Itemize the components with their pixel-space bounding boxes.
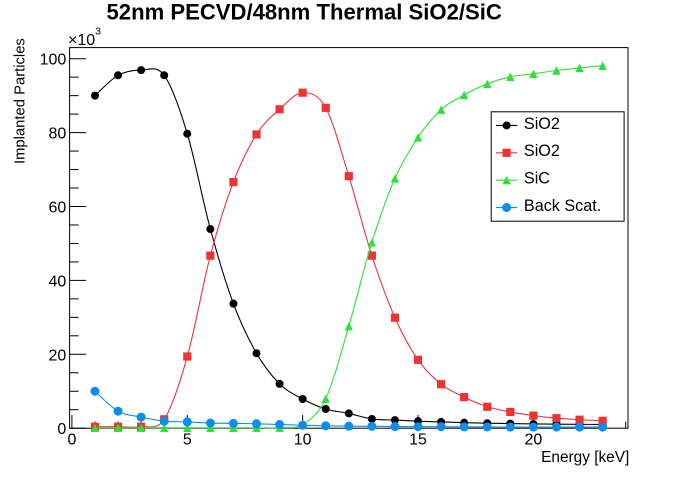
svg-text:0: 0 (67, 431, 76, 448)
svg-text:20: 20 (49, 347, 67, 364)
svg-text:Implanted Particles: Implanted Particles (12, 38, 28, 164)
svg-text:10: 10 (294, 431, 312, 448)
svg-text:SiC: SiC (524, 170, 550, 188)
svg-text:60: 60 (49, 199, 67, 216)
svg-text:SiO2: SiO2 (524, 142, 560, 160)
svg-text:52nm PECVD/48nm Thermal SiO2/S: 52nm PECVD/48nm Thermal SiO2/SiC (107, 0, 502, 25)
svg-text:100: 100 (40, 52, 67, 69)
svg-text:Back Scat.: Back Scat. (524, 197, 601, 215)
svg-text:SiO2: SiO2 (524, 115, 560, 133)
svg-text:0: 0 (57, 421, 66, 438)
svg-text:5: 5 (183, 431, 192, 448)
svg-text:80: 80 (49, 126, 67, 143)
svg-text:×103: ×103 (68, 26, 101, 50)
svg-text:Energy [keV]: Energy [keV] (541, 449, 629, 466)
svg-text:40: 40 (49, 273, 67, 290)
svg-text:20: 20 (525, 431, 543, 448)
svg-text:15: 15 (409, 431, 427, 448)
